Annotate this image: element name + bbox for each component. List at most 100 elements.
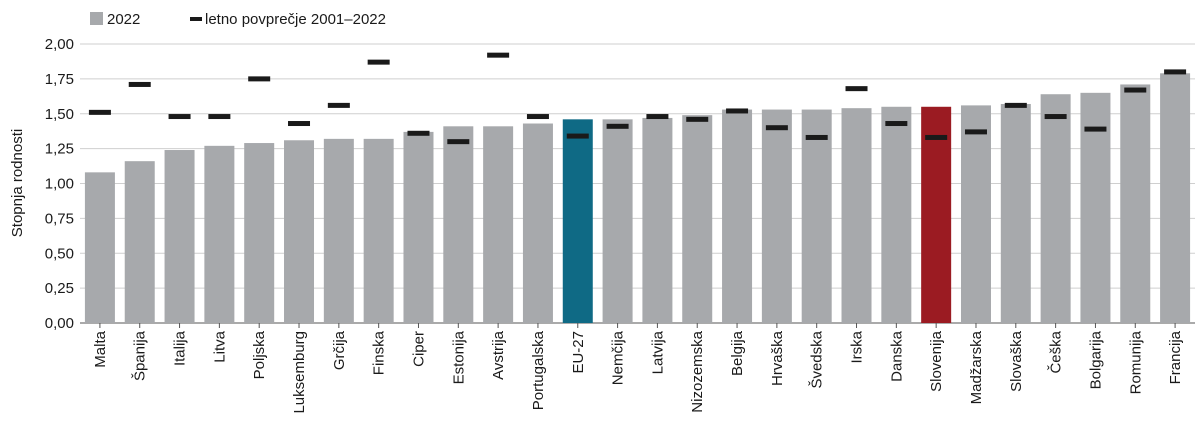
- avg-marker-estonija: [447, 139, 470, 145]
- x-tick-label: Irska: [849, 330, 866, 363]
- bar-irska: [841, 108, 872, 323]
- bar-luksemburg: [284, 140, 315, 323]
- y-tick-label: 0,75: [45, 210, 74, 227]
- average-markers: [88, 52, 1187, 145]
- avg-marker-latvija: [646, 114, 669, 120]
- x-tick-label: Ciper: [410, 331, 427, 367]
- avg-marker-poljska: [248, 76, 271, 82]
- bar-poljska: [244, 143, 275, 323]
- bar-eu-27: [562, 119, 593, 323]
- y-tick-label: 1,00: [45, 176, 74, 193]
- x-tick-label: Bolgarija: [1087, 330, 1104, 389]
- legend-label-average: letno povprečje 2001–2022: [205, 11, 386, 28]
- bar-švedska: [801, 109, 832, 323]
- x-tick-label: Italija: [172, 330, 189, 366]
- x-tick-label: Švedska: [809, 330, 826, 388]
- bar-belgija: [722, 109, 753, 323]
- avg-marker-eu-27: [566, 133, 589, 139]
- avg-marker-bolgarija: [1084, 126, 1107, 132]
- avg-marker-španija: [128, 81, 151, 87]
- avg-marker-nizozemska: [686, 116, 709, 122]
- avg-marker-avstrija: [487, 52, 510, 58]
- bar-španija: [124, 161, 155, 323]
- y-tick-label: 2,00: [45, 36, 74, 53]
- bars: [84, 73, 1191, 324]
- bar-francija: [1160, 73, 1191, 323]
- y-tick-label: 1,50: [45, 106, 74, 123]
- bar-danska: [881, 106, 912, 324]
- x-tick-label: Luksemburg: [291, 331, 308, 414]
- x-tick-label: Španija: [132, 330, 149, 381]
- avg-marker-ciper: [407, 130, 430, 136]
- legend-label-2022: 2022: [107, 11, 140, 28]
- avg-marker-madžarska: [964, 129, 987, 135]
- avg-marker-hrvaška: [765, 125, 788, 131]
- bar-portugalska: [522, 123, 553, 323]
- bar-latvija: [642, 117, 673, 323]
- x-axis-ticks: Malta Španija Italija Litva Poljska Luksembur…: [92, 323, 1184, 414]
- x-tick-label: Grčija: [331, 330, 348, 370]
- x-tick-label: Latvija: [649, 330, 666, 374]
- avg-marker-belgija: [726, 108, 749, 114]
- avg-marker-romunija: [1124, 87, 1147, 93]
- bar-finska: [363, 138, 394, 323]
- avg-marker-švedska: [805, 134, 828, 140]
- avg-marker-francija: [1164, 69, 1187, 75]
- x-tick-label: Belgija: [729, 330, 746, 376]
- avg-marker-slovaška: [1004, 102, 1027, 108]
- bar-češka: [1040, 94, 1071, 323]
- x-tick-label: Nemčija: [610, 330, 627, 385]
- y-tick-label: 1,75: [45, 71, 74, 88]
- bar-estonija: [443, 126, 474, 324]
- avg-marker-finska: [367, 59, 390, 65]
- avg-marker-malta: [88, 109, 111, 115]
- x-tick-label: Poljska: [251, 330, 268, 379]
- avg-marker-grčija: [327, 102, 350, 108]
- bar-madžarska: [960, 105, 991, 323]
- bar-hrvaška: [761, 109, 792, 323]
- x-tick-label: Estonija: [450, 330, 467, 384]
- x-tick-label: Danska: [888, 330, 905, 382]
- bar-malta: [84, 172, 115, 323]
- avg-marker-portugalska: [526, 114, 549, 120]
- avg-marker-češka: [1044, 114, 1067, 120]
- x-tick-label: Romunija: [1127, 330, 1144, 394]
- y-axis-label: Stopnja rodnosti: [9, 129, 26, 237]
- x-tick-label: Finska: [371, 330, 388, 375]
- bar-slovenija: [921, 106, 952, 324]
- x-tick-label: Slovaška: [1008, 330, 1025, 392]
- avg-marker-italija: [168, 114, 191, 120]
- x-tick-label: Avstrija: [490, 330, 507, 380]
- avg-marker-nemčija: [606, 123, 629, 129]
- y-tick-label: 0,25: [45, 280, 74, 297]
- y-axis-ticks: 0,00 0,25 0,50 0,75 1,00 1,25 1,50 1,75 2,00: [45, 36, 74, 332]
- y-tick-label: 0,50: [45, 245, 74, 262]
- x-tick-label: Malta: [92, 330, 109, 367]
- bar-italija: [164, 150, 195, 323]
- y-tick-label: 1,25: [45, 141, 74, 158]
- bar-ciper: [403, 131, 434, 323]
- bar-nemčija: [602, 119, 633, 323]
- bar-grčija: [323, 138, 354, 323]
- x-tick-label: Francija: [1167, 330, 1184, 384]
- x-tick-label: Portugalska: [530, 330, 547, 410]
- avg-marker-irska: [845, 86, 868, 92]
- avg-marker-slovenija: [925, 134, 948, 140]
- bar-romunija: [1120, 84, 1151, 323]
- y-tick-label: 0,00: [45, 315, 74, 332]
- legend-swatch-average: [190, 17, 202, 21]
- legend-swatch-2022: [90, 12, 103, 25]
- x-tick-label: Litva: [211, 330, 228, 362]
- avg-marker-litva: [208, 114, 231, 120]
- avg-marker-danska: [885, 121, 908, 127]
- bar-nizozemska: [682, 115, 713, 324]
- avg-marker-luksemburg: [288, 121, 311, 127]
- legend: 2022 letno povprečje 2001–2022: [90, 11, 386, 28]
- x-tick-label: Slovenija: [928, 330, 945, 392]
- bar-slovaška: [1000, 103, 1031, 323]
- bar-avstrija: [483, 126, 514, 324]
- x-tick-label: EU-27: [570, 331, 587, 374]
- bar-litva: [204, 145, 235, 323]
- x-tick-label: Nizozemska: [689, 330, 706, 412]
